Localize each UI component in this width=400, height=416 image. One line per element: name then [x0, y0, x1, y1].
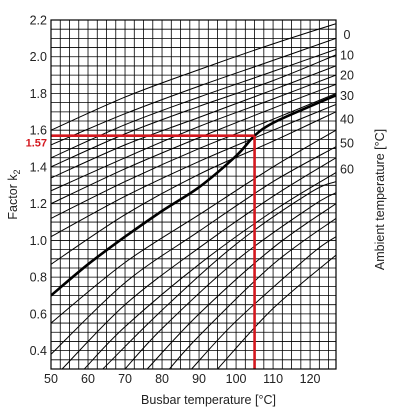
- ambient-label: 30: [340, 89, 354, 103]
- ambient-curve: [191, 236, 336, 369]
- y-tick-label: 1.6: [30, 124, 47, 138]
- x-tick-label: 50: [44, 372, 58, 386]
- ambient-curve: [61, 157, 336, 369]
- y-tick-label: 0.4: [30, 344, 47, 358]
- highlight-value-label: 1.57: [26, 138, 47, 150]
- ambient-curve: [217, 254, 336, 369]
- y-tick-label: 2.2: [30, 14, 47, 28]
- y-tick-label: 2.0: [30, 50, 47, 64]
- ambient-label: 10: [340, 48, 354, 62]
- y-axis-title-subscript: 2: [12, 169, 22, 174]
- ambient-curve: [83, 172, 336, 369]
- curves: [51, 23, 336, 369]
- ambient-curve: [169, 217, 336, 369]
- ambient-curve: [51, 146, 336, 355]
- ambient-curve: [51, 104, 336, 238]
- ambient-label: 60: [340, 162, 354, 176]
- ambient-curve: [146, 203, 336, 369]
- x-tick-label: 90: [192, 372, 206, 386]
- x-tick-label: 70: [118, 372, 132, 386]
- x-tick-label: 110: [263, 372, 283, 386]
- y-tick-label: 1.4: [30, 160, 47, 174]
- ambient-curve: [102, 181, 336, 369]
- ambient-curve: [51, 74, 336, 192]
- ambient-label: 50: [340, 137, 354, 151]
- y-tick-label: 1.2: [30, 197, 47, 211]
- ambient-curve: [51, 65, 336, 179]
- highlight-marker: [51, 134, 256, 369]
- ambient-temperature-title: Ambient temperature [°C]: [373, 129, 387, 270]
- tick-labels: 50 60 70 80 90 100 110 120 0.4 0.6 0.8 1.0 1.2 1.4 1.6…: [26, 14, 321, 387]
- plot-frame: [50, 19, 337, 370]
- y-tick-label: 1.8: [30, 87, 47, 101]
- ambient-curve: [51, 37, 336, 146]
- x-tick-label: 100: [226, 372, 247, 386]
- ambient-curve: [51, 129, 336, 324]
- y-axis-title-main: Factor k: [6, 174, 20, 220]
- x-axis-title: Busbar temperature [°C]: [141, 393, 276, 407]
- highlighted-curve: [51, 94, 336, 297]
- ambient-curve: [51, 48, 336, 159]
- ambient-curve: [124, 192, 336, 369]
- x-tick-label: 120: [300, 372, 321, 386]
- ambient-label: 20: [340, 69, 354, 83]
- ambient-curve: [51, 93, 336, 219]
- x-tick-label: 80: [155, 372, 169, 386]
- ambient-label: 40: [340, 113, 354, 127]
- ambient-curve: [51, 83, 336, 205]
- y-tick-label: 1.0: [30, 234, 47, 248]
- ambient-curve: [51, 111, 336, 265]
- y-tick-label: 0.6: [30, 307, 47, 321]
- y-axis-title: Factor k2: [6, 169, 22, 219]
- ambient-curve: [51, 23, 336, 131]
- x-tick-label: 60: [81, 372, 95, 386]
- ambient-temperature-labels: 0 10 20 30 40 50 60: [340, 28, 354, 176]
- ambient-label: 0: [344, 28, 351, 42]
- ambient-curve: [51, 54, 336, 168]
- y-tick-label: 0.8: [30, 271, 47, 285]
